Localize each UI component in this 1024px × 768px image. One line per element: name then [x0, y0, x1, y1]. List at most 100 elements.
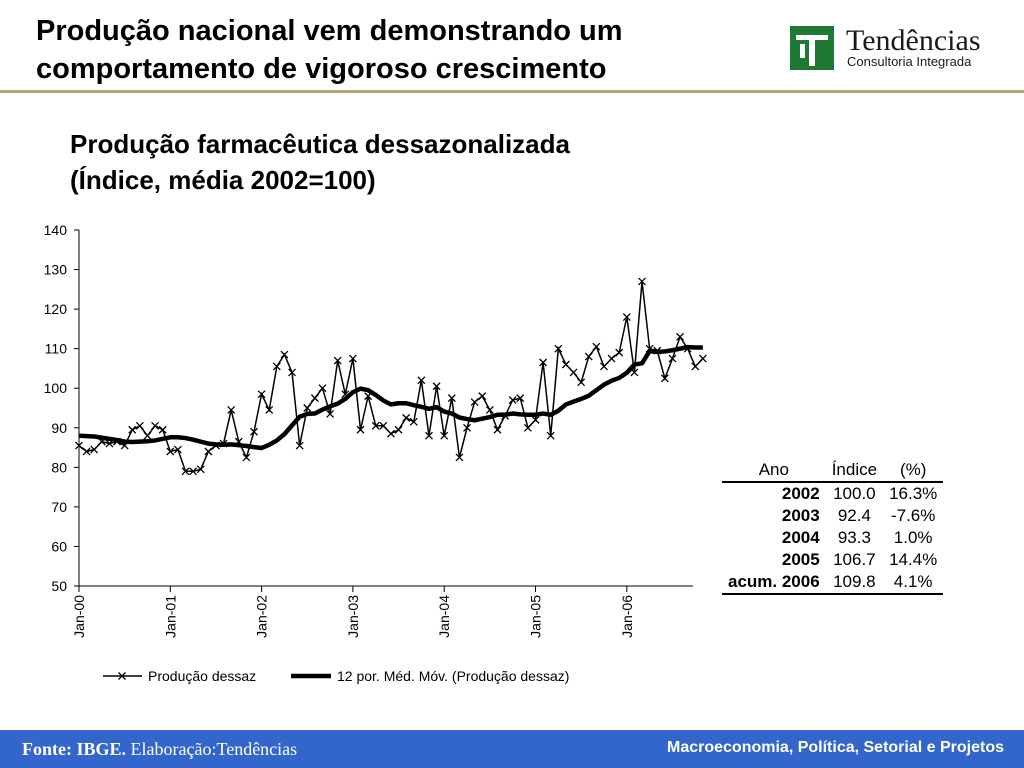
table-cell-pct: 4.1%: [883, 571, 944, 595]
data-point-x-marker: [90, 445, 99, 454]
data-point-x-marker: [660, 374, 669, 383]
data-point-x-marker: [318, 384, 327, 393]
table-cell-pct: 16.3%: [889, 484, 938, 503]
table-cell-pct: 1.0%: [893, 528, 933, 547]
table-cell-index: 109.8: [825, 571, 884, 595]
data-point-x-marker: [82, 447, 91, 456]
data-point-x-marker: [470, 398, 479, 407]
chart-title-line2: (Índice, média 2002=100): [70, 165, 376, 195]
data-point-x-marker: [333, 356, 342, 365]
data-point-x-marker: [425, 431, 433, 440]
data-point-x-marker: [242, 453, 251, 462]
data-point-x-marker: [204, 447, 213, 456]
data-point-x-marker: [303, 404, 312, 412]
annual-index-table: Ano Índice (%) 2002 100.0 16.3% 2003 92.…: [722, 457, 944, 595]
data-point-x-marker: [455, 453, 464, 462]
data-point-x-marker: [561, 360, 570, 369]
y-tick-label: 100: [44, 380, 68, 396]
table-cell-year: 2005: [781, 550, 820, 569]
y-tick-label: 50: [51, 578, 67, 594]
data-point-x-marker: [158, 425, 167, 434]
table-cell-pct: -7.6%: [890, 506, 936, 525]
table-cell-index: 92.4: [837, 506, 871, 525]
source-label: Fonte: IBGE.: [22, 739, 127, 759]
logo-name: Tendências: [846, 24, 981, 57]
data-point-x-marker: [394, 425, 403, 434]
data-point-x-marker: [135, 421, 144, 430]
x-tick-label: Jan-03: [345, 595, 361, 638]
data-point-x-marker: [554, 344, 563, 353]
data-point-x-marker: [432, 382, 441, 391]
x-tick-label: Jan-01: [162, 595, 178, 638]
data-point-x-marker: [310, 394, 319, 403]
table-cell-pct: 14.4%: [889, 550, 938, 569]
chart-title-line1: Produção farmacêutica dessazonalizada: [70, 129, 570, 159]
data-point-x-marker: [691, 362, 700, 371]
data-point-x-marker: [569, 368, 578, 377]
logo-mark-icon: [790, 26, 834, 70]
footer-tagline: Macroeconomia, Política, Setorial e Proj…: [667, 739, 1004, 756]
data-point-x-marker: [257, 390, 266, 399]
data-point-x-marker: [539, 358, 548, 367]
data-point-x-marker: [516, 394, 525, 403]
data-point-x-marker: [326, 409, 335, 418]
data-point-x-marker: [463, 423, 471, 432]
x-tick-label: Jan-04: [436, 595, 452, 638]
data-point-x-marker: [615, 348, 624, 357]
table-cell-year: 2002: [781, 484, 820, 503]
data-point-x-marker: [577, 378, 586, 387]
data-point-x-marker: [280, 350, 289, 359]
table-header-pct: (%): [883, 457, 944, 483]
y-tick-label: 120: [44, 301, 68, 317]
table-cell-index: 100.0: [833, 484, 876, 503]
y-tick-label: 110: [45, 341, 68, 357]
legend-label-producao: Produção dessaz: [148, 668, 256, 684]
source-credit: Elaboração:Tendências: [126, 739, 298, 759]
table-cell-year: acum. 2006: [722, 571, 826, 595]
table-header-ano: Ano: [722, 457, 826, 483]
tendencias-logo: Tendências Consultoria Integrada: [790, 24, 1000, 72]
table-cell-year: 2004: [781, 528, 820, 547]
data-point-x-marker: [348, 354, 357, 363]
data-point-x-marker: [417, 376, 426, 385]
series-line-moving-average: [78, 344, 703, 451]
data-point-x-marker: [181, 467, 190, 476]
data-point-x-marker: [227, 406, 236, 414]
data-point-x-marker: [668, 354, 677, 363]
data-point-x-marker: [265, 406, 274, 414]
data-point-x-marker: [128, 425, 137, 434]
data-point-x-marker: [607, 354, 616, 363]
x-tick-label: Jan-05: [528, 595, 544, 638]
data-point-x-marker: [386, 429, 395, 438]
table-row: 2005 106.7 14.4%: [722, 549, 943, 571]
data-point-x-marker: [379, 421, 388, 430]
data-point-x-marker: [638, 277, 646, 286]
data-point-x-marker: [356, 425, 365, 434]
data-point-x-marker: [584, 352, 593, 361]
data-point-x-marker: [508, 396, 517, 405]
y-tick-label: 140: [44, 222, 68, 238]
data-point-x-marker: [478, 392, 487, 401]
slide-title-line1: Produção nacional vem demonstrando um: [36, 15, 623, 47]
data-point-x-marker: [166, 447, 175, 456]
data-point-x-marker: [622, 313, 631, 321]
x-tick-label: Jan-06: [619, 595, 635, 638]
y-tick-label: 70: [51, 499, 67, 515]
data-point-x-marker: [447, 394, 456, 403]
data-point-x-marker: [371, 421, 380, 430]
header-rule: [0, 90, 1024, 93]
data-point-x-marker: [531, 415, 540, 424]
y-tick-label: 60: [51, 538, 67, 554]
data-point-x-marker: [440, 431, 449, 440]
data-point-x-marker: [196, 465, 205, 474]
data-point-x-marker: [592, 342, 601, 351]
data-point-x-marker: [523, 423, 532, 432]
production-chart: 50 60 70 80 90 100 110 120 130 140 Jan-00 Jan-01 Jan…: [44, 222, 707, 684]
table-row: 2002 100.0 16.3%: [722, 482, 943, 505]
data-point-x-marker: [600, 362, 608, 371]
legend-x-marker-icon: [118, 672, 126, 680]
slide-title: Produção nacional vem demonstrando um co…: [36, 12, 776, 88]
slide-title-line2: comportamento de vigoroso crescimento: [36, 53, 607, 85]
data-point-x-marker: [409, 417, 418, 426]
data-point-x-marker: [189, 467, 198, 476]
